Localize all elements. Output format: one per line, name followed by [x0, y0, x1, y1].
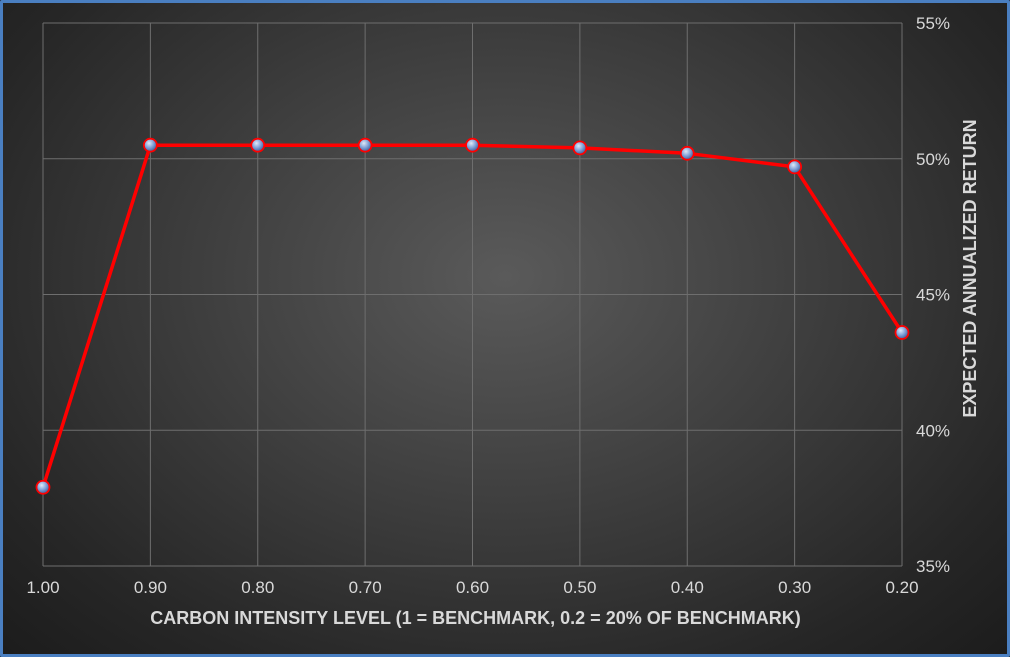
data-point [250, 137, 266, 153]
data-point [357, 137, 373, 153]
x-tick-label: 0.70 [349, 578, 382, 597]
x-tick-label: 1.00 [26, 578, 59, 597]
y-tick-label: 45% [916, 286, 950, 305]
grid-lines [42, 22, 903, 567]
x-tick-label: 0.40 [671, 578, 704, 597]
x-axis-title: CARBON INTENSITY LEVEL (1 = BENCHMARK, 0… [150, 608, 800, 628]
x-tick-label: 0.50 [563, 578, 596, 597]
x-tick-label: 0.80 [241, 578, 274, 597]
x-axis-tick-labels: 1.00 0.90 0.80 0.70 0.60 0.50 0.40 0.30 0.20 [26, 578, 918, 597]
series-layer [35, 137, 910, 495]
y-tick-label: 35% [916, 557, 950, 576]
data-point [35, 479, 51, 495]
data-point [142, 137, 158, 153]
y-tick-label: 55% [916, 14, 950, 33]
data-point [572, 140, 588, 156]
data-point [894, 325, 910, 340]
data-point [465, 137, 480, 153]
y-axis-title: EXPECTED ANNUALIZED RETURN [960, 119, 980, 417]
x-tick-label: 0.30 [778, 578, 811, 597]
data-point [679, 145, 695, 161]
line-chart: 1.00 0.90 0.80 0.70 0.60 0.50 0.40 0.30 0.20 35%… [26, 14, 980, 628]
y-tick-label: 40% [916, 421, 950, 440]
x-tick-label: 0.90 [134, 578, 167, 597]
x-tick-label: 0.60 [456, 578, 489, 597]
y-tick-label: 50% [916, 150, 950, 169]
y-axis-tick-labels: 35% 40% 45% 50% 55% [916, 14, 950, 576]
data-point [787, 159, 803, 175]
x-tick-label: 0.20 [885, 578, 918, 597]
